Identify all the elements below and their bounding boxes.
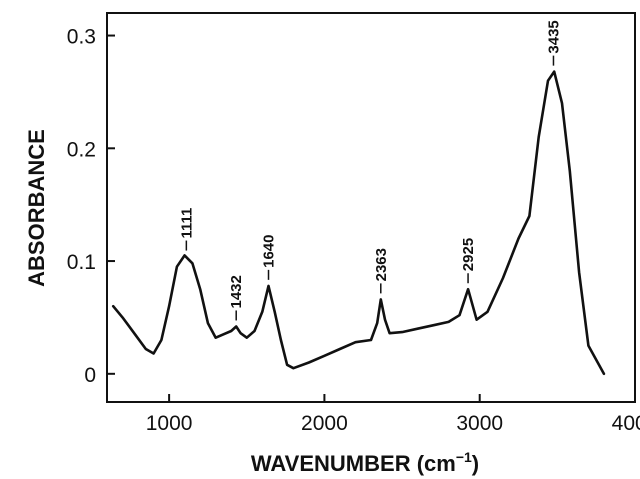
series [111,70,606,376]
peak-label: 2363 [373,248,390,281]
y-tick-label: 0 [84,364,96,387]
annotations: 1111 1432 1640 2363 2925 3435 [178,20,563,321]
y-tick-label: 0.2 [67,138,96,161]
y-tick-label: 0.3 [67,26,96,49]
peak-label: 1111 [178,208,195,239]
x-tick-label: 2000 [301,412,348,435]
x-axis-title-close: ) [472,451,479,476]
peak-label: 2925 [460,238,477,271]
plot-frame [106,12,636,403]
peak-label: 1432 [228,275,245,308]
x-axis-title-exponent: −1 [456,449,472,465]
x-tick-label: 3000 [456,412,503,435]
x-axis-title: WAVENUMBER (cm−1) [251,449,479,476]
absorbance-line [111,70,606,376]
y-tick-label: 0.1 [67,251,96,274]
x-tick-label: 1000 [146,412,193,435]
peak-label: 3435 [546,20,563,53]
y-axis-title: ABSORBANCE [24,129,49,287]
x-axis-title-main: WAVENUMBER (cm [251,451,456,476]
axes [106,12,636,403]
peak-label: 1640 [261,235,278,268]
